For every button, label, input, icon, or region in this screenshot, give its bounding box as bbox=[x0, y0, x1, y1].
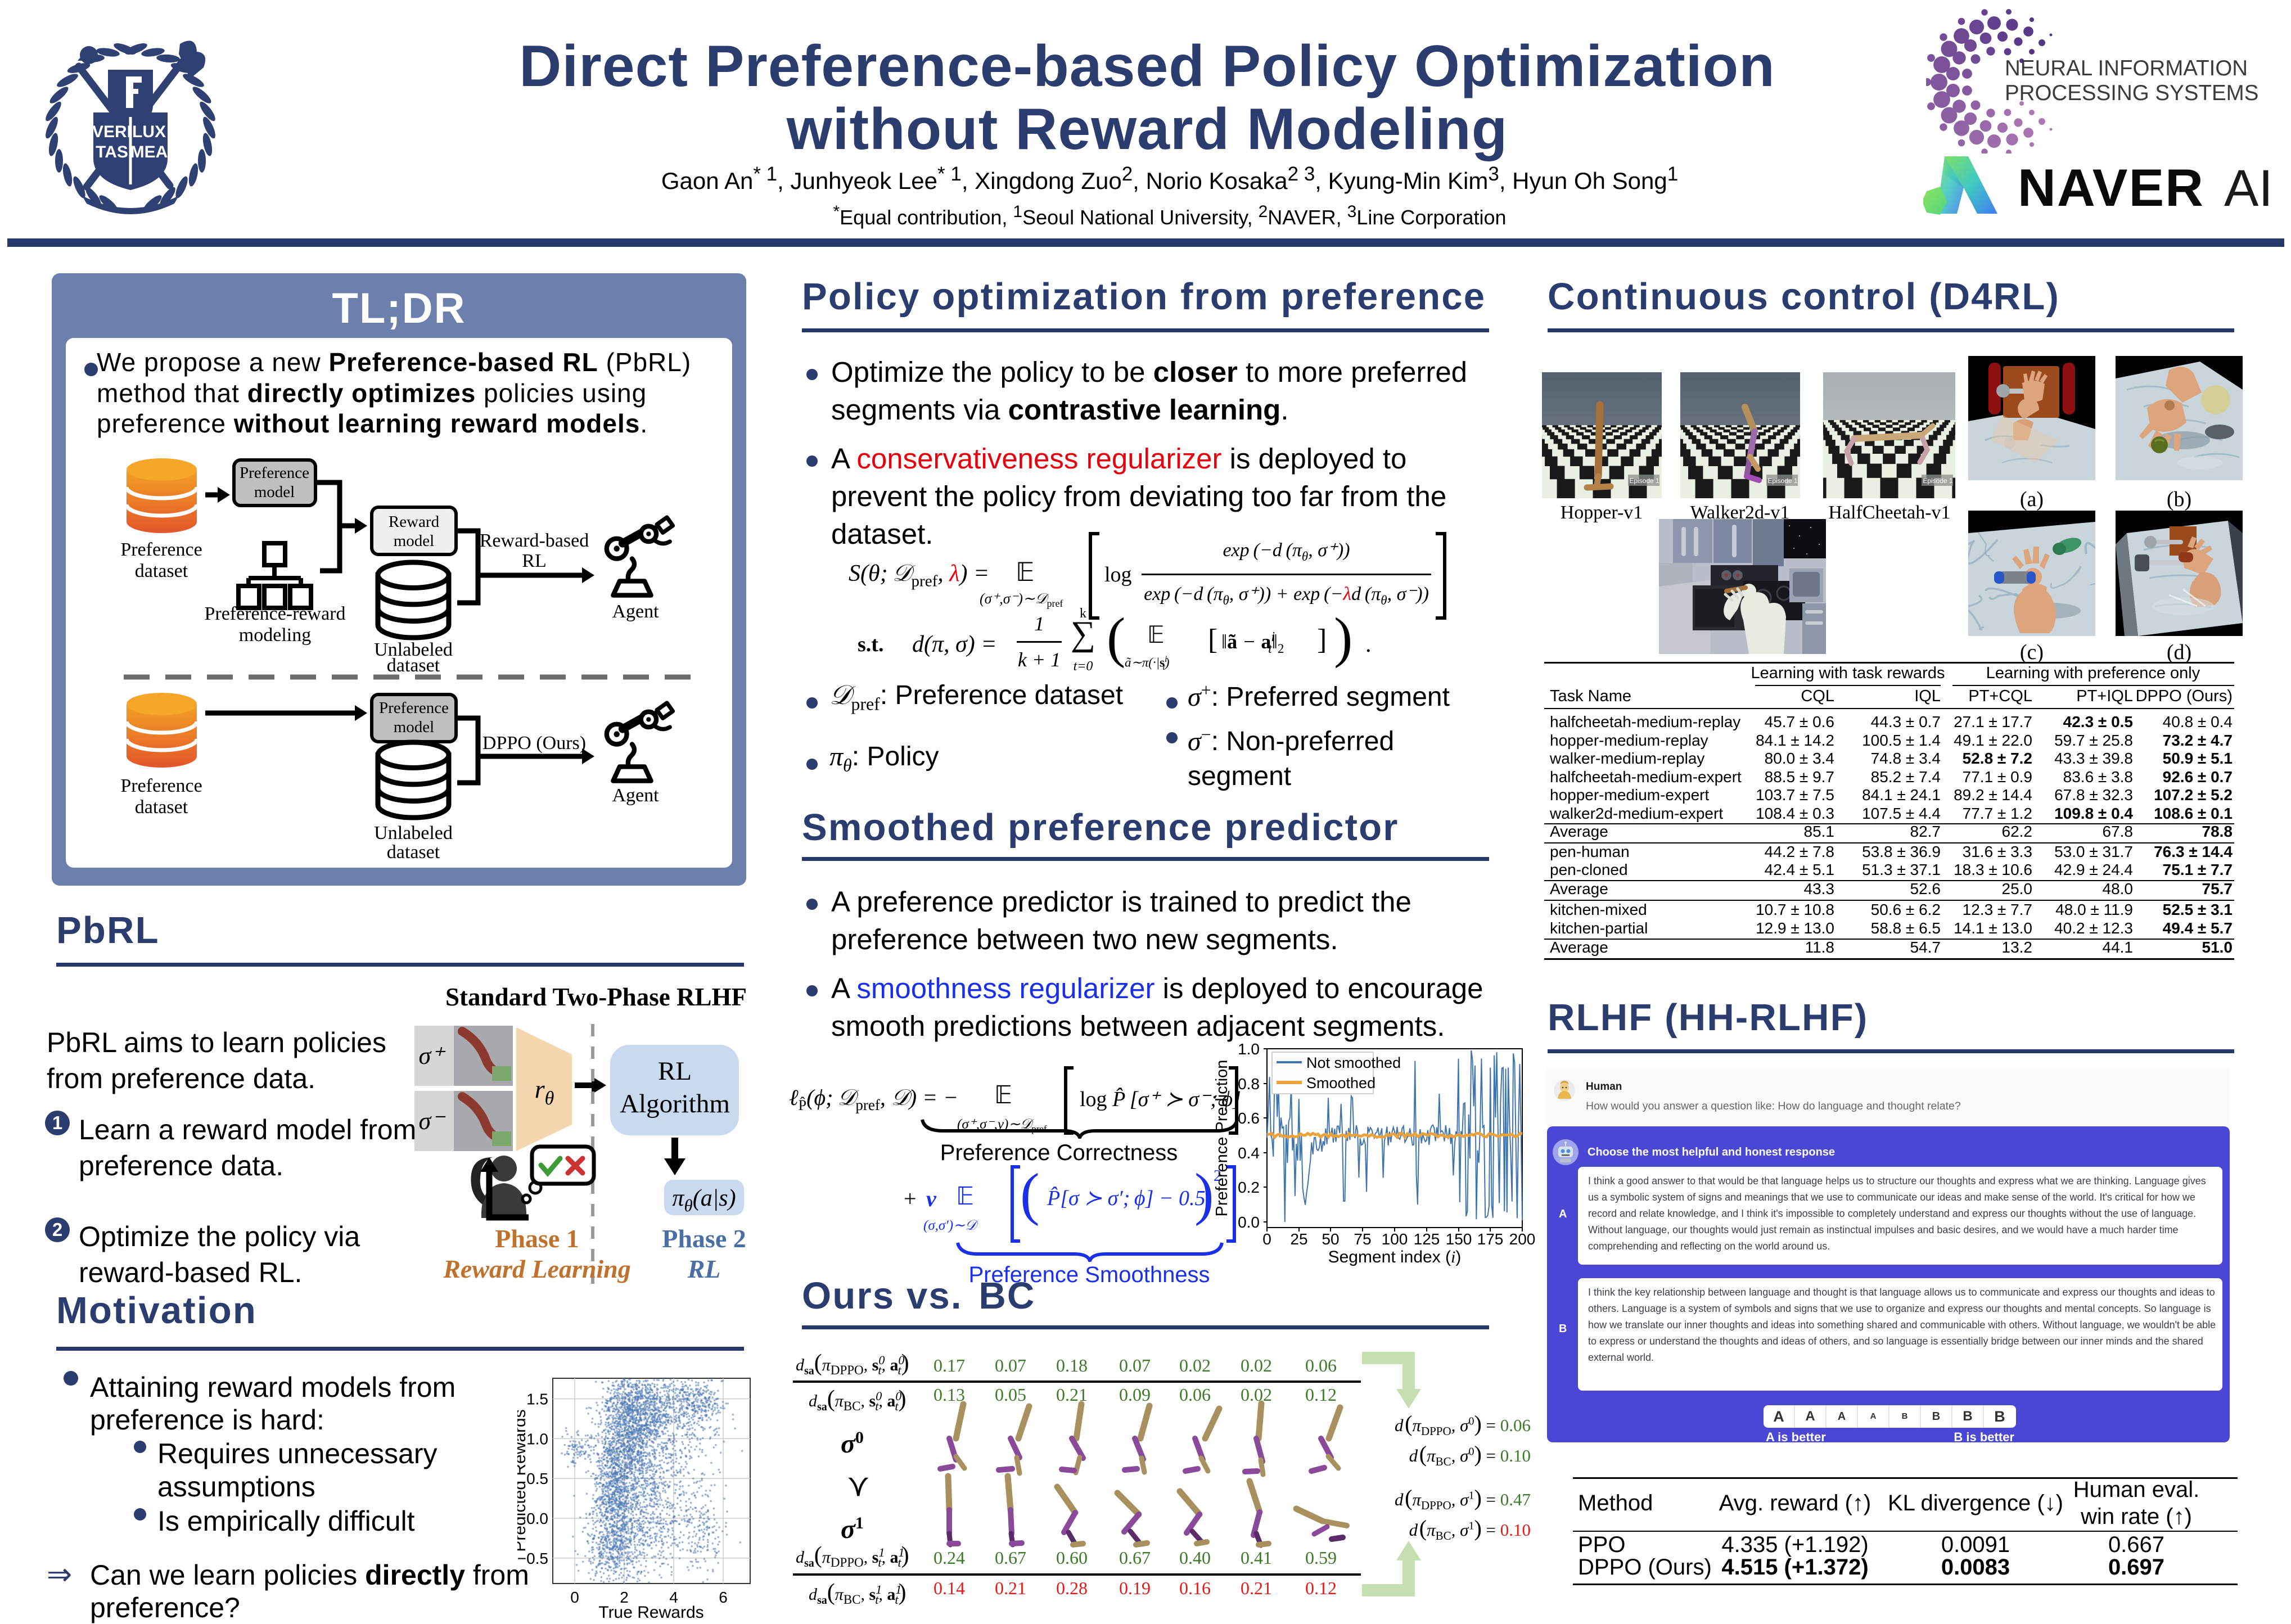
svg-text:Reward: Reward bbox=[389, 513, 440, 531]
svg-text:0.6: 0.6 bbox=[1238, 1109, 1260, 1127]
svg-text:Agent: Agent bbox=[612, 785, 659, 806]
svg-text:σ⁻: σ⁻ bbox=[419, 1107, 447, 1135]
svg-text:0.4: 0.4 bbox=[1238, 1144, 1260, 1162]
svg-text:dataset: dataset bbox=[135, 561, 188, 581]
svg-text:Preference Prediction: Preference Prediction bbox=[1213, 1060, 1231, 1217]
svg-text:Not smoothed: Not smoothed bbox=[1306, 1054, 1401, 1071]
svg-text:Phase 2: Phase 2 bbox=[662, 1224, 746, 1253]
svg-text:dataset: dataset bbox=[135, 797, 188, 818]
svg-text:Smoothed: Smoothed bbox=[1306, 1075, 1375, 1091]
svg-text:modeling: modeling bbox=[239, 625, 311, 646]
svg-text:125: 125 bbox=[1414, 1230, 1440, 1248]
svg-text:0: 0 bbox=[570, 1589, 579, 1606]
svg-text:0.0: 0.0 bbox=[526, 1510, 548, 1527]
svg-text:Predicted Rewards: Predicted Rewards bbox=[517, 1409, 529, 1551]
svg-text:RL: RL bbox=[522, 551, 546, 571]
svg-text:150: 150 bbox=[1446, 1230, 1472, 1248]
svg-text:0.2: 0.2 bbox=[1238, 1179, 1260, 1196]
svg-text:Preference: Preference bbox=[379, 699, 449, 717]
svg-text:NAVER: NAVER bbox=[2018, 158, 2204, 217]
svg-text:Preference: Preference bbox=[240, 464, 309, 482]
svg-text:Preference-reward: Preference-reward bbox=[204, 603, 345, 624]
svg-text:Standard Two-Phase RLHF: Standard Two-Phase RLHF bbox=[445, 983, 747, 1011]
svg-text:0.5: 0.5 bbox=[526, 1470, 548, 1487]
svg-text:True Rewards: True Rewards bbox=[598, 1603, 703, 1620]
svg-text:dataset: dataset bbox=[387, 655, 440, 676]
svg-text:Agent: Agent bbox=[612, 601, 659, 622]
svg-text:NEURAL INFORMATION: NEURAL INFORMATION bbox=[2005, 56, 2248, 80]
svg-text:200: 200 bbox=[1509, 1230, 1536, 1248]
svg-text:Preference: Preference bbox=[120, 539, 202, 560]
svg-text:model: model bbox=[394, 718, 435, 736]
svg-text:1.0: 1.0 bbox=[526, 1430, 548, 1447]
svg-text:25: 25 bbox=[1290, 1230, 1307, 1248]
svg-text:Segment index (i): Segment index (i) bbox=[1328, 1248, 1462, 1266]
svg-text:RL: RL bbox=[658, 1057, 692, 1086]
svg-text:πθ(a|s): πθ(a|s) bbox=[672, 1185, 736, 1215]
svg-text:175: 175 bbox=[1477, 1230, 1504, 1248]
svg-text:DPPO (Ours): DPPO (Ours) bbox=[482, 733, 586, 754]
svg-text:σ⁺: σ⁺ bbox=[419, 1042, 447, 1070]
svg-text:Episode 1: Episode 1 bbox=[1767, 477, 1798, 485]
svg-text:Reward-based: Reward-based bbox=[480, 530, 589, 551]
svg-text:100: 100 bbox=[1382, 1230, 1408, 1248]
svg-text:0: 0 bbox=[1262, 1230, 1271, 1248]
svg-text:Phase 1: Phase 1 bbox=[495, 1224, 579, 1253]
svg-text:MEA: MEA bbox=[130, 143, 168, 161]
svg-text:model: model bbox=[254, 483, 295, 501]
svg-text:AI: AI bbox=[2224, 160, 2273, 217]
svg-text:Preference: Preference bbox=[120, 775, 202, 796]
svg-text:1.0: 1.0 bbox=[1238, 1043, 1260, 1058]
svg-text:VERI: VERI bbox=[92, 123, 132, 141]
svg-text:75: 75 bbox=[1354, 1230, 1371, 1248]
svg-text:0.0: 0.0 bbox=[1238, 1214, 1260, 1231]
svg-text:model: model bbox=[394, 532, 435, 550]
svg-text:Unlabeled: Unlabeled bbox=[374, 823, 453, 843]
svg-text:Reward Learning: Reward Learning bbox=[443, 1255, 631, 1283]
svg-text:1.5: 1.5 bbox=[526, 1391, 548, 1408]
svg-text:Algorithm: Algorithm bbox=[620, 1089, 730, 1118]
svg-text:TAS: TAS bbox=[96, 143, 128, 161]
svg-text:Episode 1: Episode 1 bbox=[1923, 477, 1953, 485]
svg-text:PROCESSING SYSTEMS: PROCESSING SYSTEMS bbox=[2005, 81, 2258, 105]
svg-text:RL: RL bbox=[687, 1255, 721, 1283]
svg-text:50: 50 bbox=[1322, 1230, 1339, 1248]
svg-text:dataset: dataset bbox=[387, 842, 440, 863]
svg-text:LUX: LUX bbox=[132, 123, 166, 141]
svg-text:0.8: 0.8 bbox=[1238, 1075, 1260, 1093]
svg-text:Episode 1: Episode 1 bbox=[1629, 477, 1659, 485]
svg-text:6: 6 bbox=[719, 1589, 728, 1606]
